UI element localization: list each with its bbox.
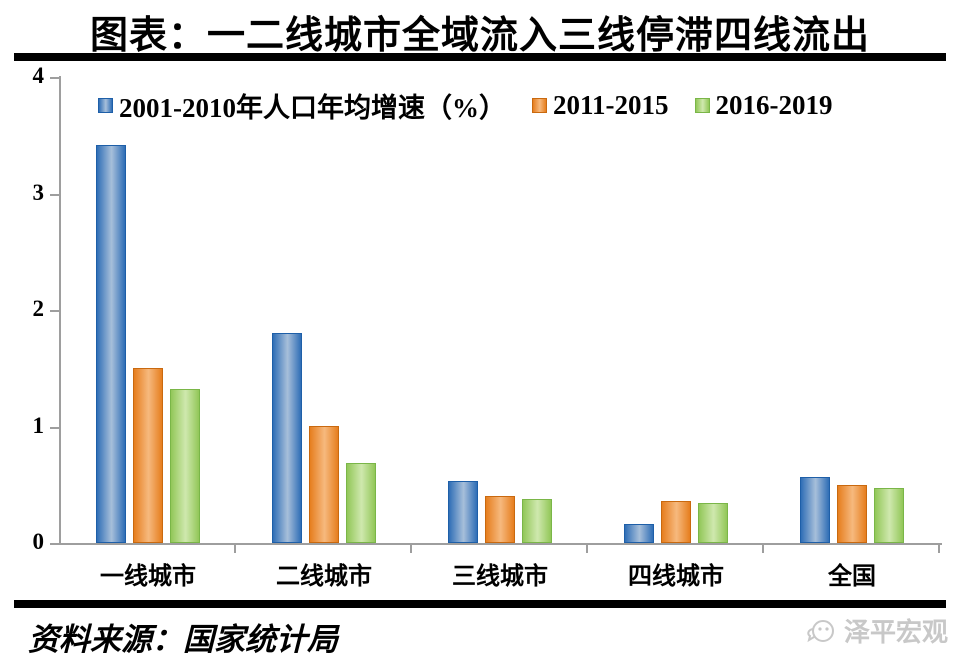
bar-green-4 [874,488,904,543]
x-tick [586,545,588,553]
y-axis [59,76,61,545]
x-category-label: 全国 [828,563,876,590]
legend-label: 2001-2010年人口年均增速（%） [119,93,506,123]
x-category-label: 三线城市 [452,563,548,590]
brand-name: 泽平宏观 [843,617,948,647]
y-tick-label: 1 [32,413,45,438]
y-tick-label: 0 [32,529,45,554]
bar-green-2 [522,499,552,543]
y-tick [50,310,59,312]
legend-item-blue: 2001-2010年人口年均增速（%） [98,86,506,125]
y-tick-label: 3 [32,180,45,205]
legend-item-green: 2016-2019 [694,90,833,121]
x-category-label: 四线城市 [628,563,724,590]
bar-green-3 [698,503,728,543]
bar-blue-0 [96,145,126,543]
legend-swatch-blue-icon [98,98,113,113]
source-note: 资料来源：国家统计局 [28,622,338,657]
legend-swatch-green-icon [694,98,710,113]
y-tick [50,77,59,79]
bottom-divider [14,600,946,608]
x-tick [938,545,940,553]
brand-logo: 泽平宏观 [805,612,948,649]
bar-blue-4 [800,477,830,543]
bar-orange-4 [837,485,867,543]
x-category-label: 一线城市 [100,563,196,590]
bar-blue-1 [272,333,302,543]
legend-label: 2011-2015 [553,90,669,120]
y-tick [50,427,59,429]
bar-green-0 [170,389,200,543]
legend-swatch-orange-icon [532,98,547,113]
y-tick [50,194,59,196]
y-tick-label: 2 [32,296,45,321]
bar-orange-3 [661,501,691,543]
x-tick [762,545,764,553]
bar-orange-0 [133,368,163,543]
top-divider [14,53,946,61]
y-tick [50,543,59,545]
bar-blue-2 [448,481,478,543]
bar-blue-3 [624,524,654,543]
x-tick [234,545,236,553]
legend-label: 2016-2019 [715,90,833,120]
x-axis [59,543,942,545]
chat-logo-icon [807,619,834,642]
bar-green-1 [346,463,376,543]
x-category-label: 二线城市 [276,563,372,590]
plot-area [60,77,940,543]
x-tick [410,545,412,553]
y-tick-label: 4 [32,63,45,88]
chart-legend: 2001-2010年人口年均增速（%） 2011-2015 2016-2019 [98,86,833,125]
bar-orange-2 [485,496,515,543]
bar-orange-1 [309,426,339,543]
chart-title: 图表：一二线城市全域流入三线停滞四线流出 [89,15,870,57]
legend-item-orange: 2011-2015 [532,90,669,121]
